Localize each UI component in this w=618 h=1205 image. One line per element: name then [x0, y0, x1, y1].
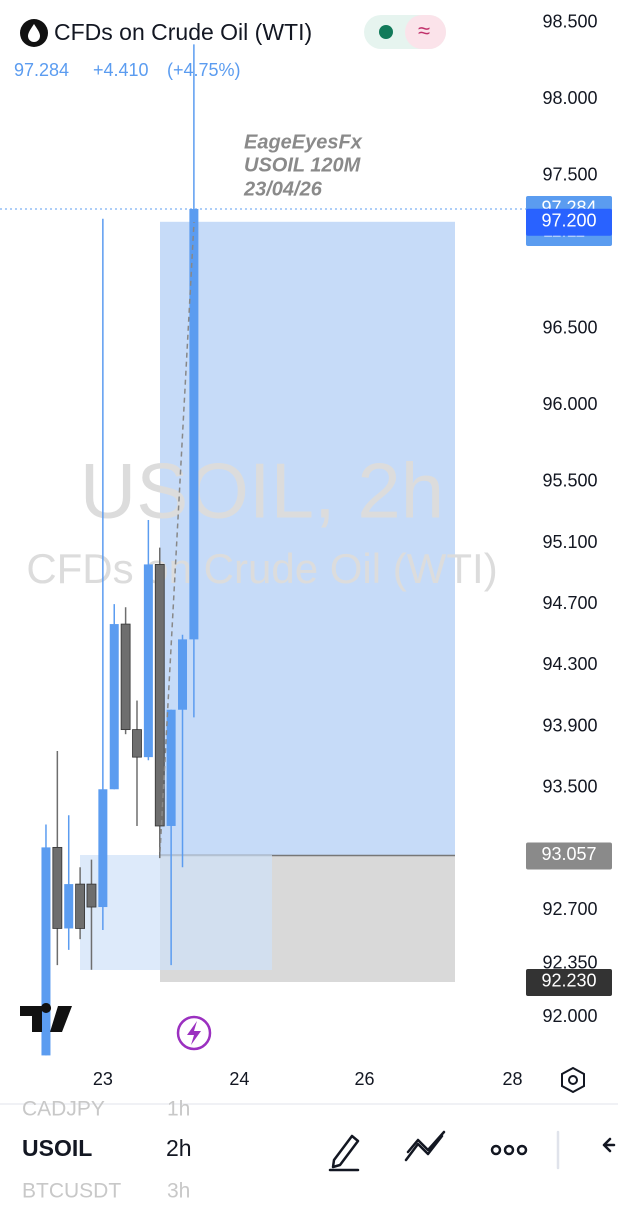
lightning-icon [187, 1021, 201, 1045]
position-profit-zone [160, 221, 455, 856]
candle-body [154, 564, 165, 827]
candle-body [98, 789, 108, 908]
y-tick-label: 96.000 [542, 394, 597, 414]
data-icon: ≈ [418, 18, 430, 43]
annotation: USOIL 120M [244, 154, 362, 176]
header-price: 97.284 [14, 60, 69, 80]
price-marker-label: 97.200 [541, 211, 596, 231]
y-tick-label: 93.900 [542, 715, 597, 735]
x-tick-label: 23 [93, 1069, 113, 1089]
x-tick-label: 28 [502, 1069, 522, 1089]
y-tick-label: 97.500 [542, 165, 597, 185]
header-change-pct: (+4.75%) [167, 60, 241, 80]
time-axis: 23 24 26 28 [93, 1069, 523, 1089]
position-arrow [159, 221, 195, 853]
more-button[interactable] [503, 1144, 515, 1156]
header-title: CFDs on Crude Oil (WTI) [54, 19, 312, 45]
candle-body [178, 639, 188, 710]
price-marker-label: 92.230 [541, 971, 596, 991]
candle-body [41, 847, 51, 1056]
header-change: +4.410 [93, 60, 149, 80]
lightning-button[interactable] [176, 1015, 212, 1051]
y-tick-label: 92.700 [542, 899, 597, 919]
candle-body [109, 624, 119, 790]
annotation: 23/04/26 [243, 178, 323, 200]
candles-layer [41, 44, 199, 1056]
y-tick-label: 94.300 [542, 654, 597, 674]
watermark-symbol: USOIL, 2h [80, 447, 444, 535]
x-tick-label: 24 [229, 1069, 249, 1089]
price-marker [526, 208, 612, 236]
y-tick-label: 96.500 [542, 318, 597, 338]
y-tick-label: 98.500 [542, 12, 597, 32]
candle-body [143, 564, 153, 758]
market-open-dot [379, 25, 393, 39]
chart-layer [0, 208, 526, 982]
candle-body [75, 883, 86, 929]
y-tick-label: 93.500 [542, 776, 597, 796]
more-button[interactable] [516, 1144, 528, 1156]
candle-body [64, 884, 74, 929]
price-axis: 98.500 98.000 97.500 96.500 96.000 95.500 95.1… [526, 12, 612, 1026]
y-tick-label: 92.350 [542, 952, 597, 972]
drawing-rect [80, 855, 272, 970]
symbol-interval[interactable]: 3h [167, 1180, 190, 1203]
candle-body [86, 883, 97, 908]
y-tick-label: 94.700 [542, 593, 597, 613]
watermark-name: CFDs on Crude Oil (WTI) [26, 545, 497, 592]
x-tick-label: 26 [355, 1069, 375, 1089]
header-quote: 97.284 +4.410 (+4.75%) [14, 60, 241, 80]
settings-button[interactable] [561, 1066, 585, 1094]
price-marker-label: 93.057 [541, 844, 596, 864]
symbol-interval[interactable]: 1h [167, 1098, 190, 1121]
back-button[interactable] [602, 1137, 616, 1153]
symbol-name[interactable]: CADJPY [22, 1098, 105, 1121]
tradingview-logo[interactable] [20, 1003, 72, 1032]
y-tick-label: 95.100 [542, 532, 597, 552]
symbol-name[interactable]: USOIL [22, 1135, 92, 1161]
more-button[interactable] [490, 1144, 502, 1156]
candle-body [189, 208, 199, 640]
price-marker [526, 842, 612, 870]
candle-body [132, 729, 142, 758]
candle-body [120, 623, 131, 731]
y-tick-label: 98.000 [542, 88, 597, 108]
symbol-name[interactable]: BTCUSDT [22, 1180, 121, 1203]
y-tick-label: 95.500 [542, 471, 597, 491]
annotation: EageEyesFx [244, 131, 363, 153]
y-tick-label: 92.000 [542, 1006, 597, 1026]
symbol-interval[interactable]: 2h [166, 1135, 192, 1161]
status-pill[interactable] [405, 15, 446, 49]
candle-body [52, 846, 63, 929]
indicators-button[interactable] [404, 1130, 446, 1162]
price-marker [526, 968, 612, 996]
symbol-icon [28, 24, 40, 42]
settings-icon [568, 1075, 578, 1085]
draw-button[interactable] [328, 1134, 360, 1172]
candle-body [166, 709, 176, 826]
